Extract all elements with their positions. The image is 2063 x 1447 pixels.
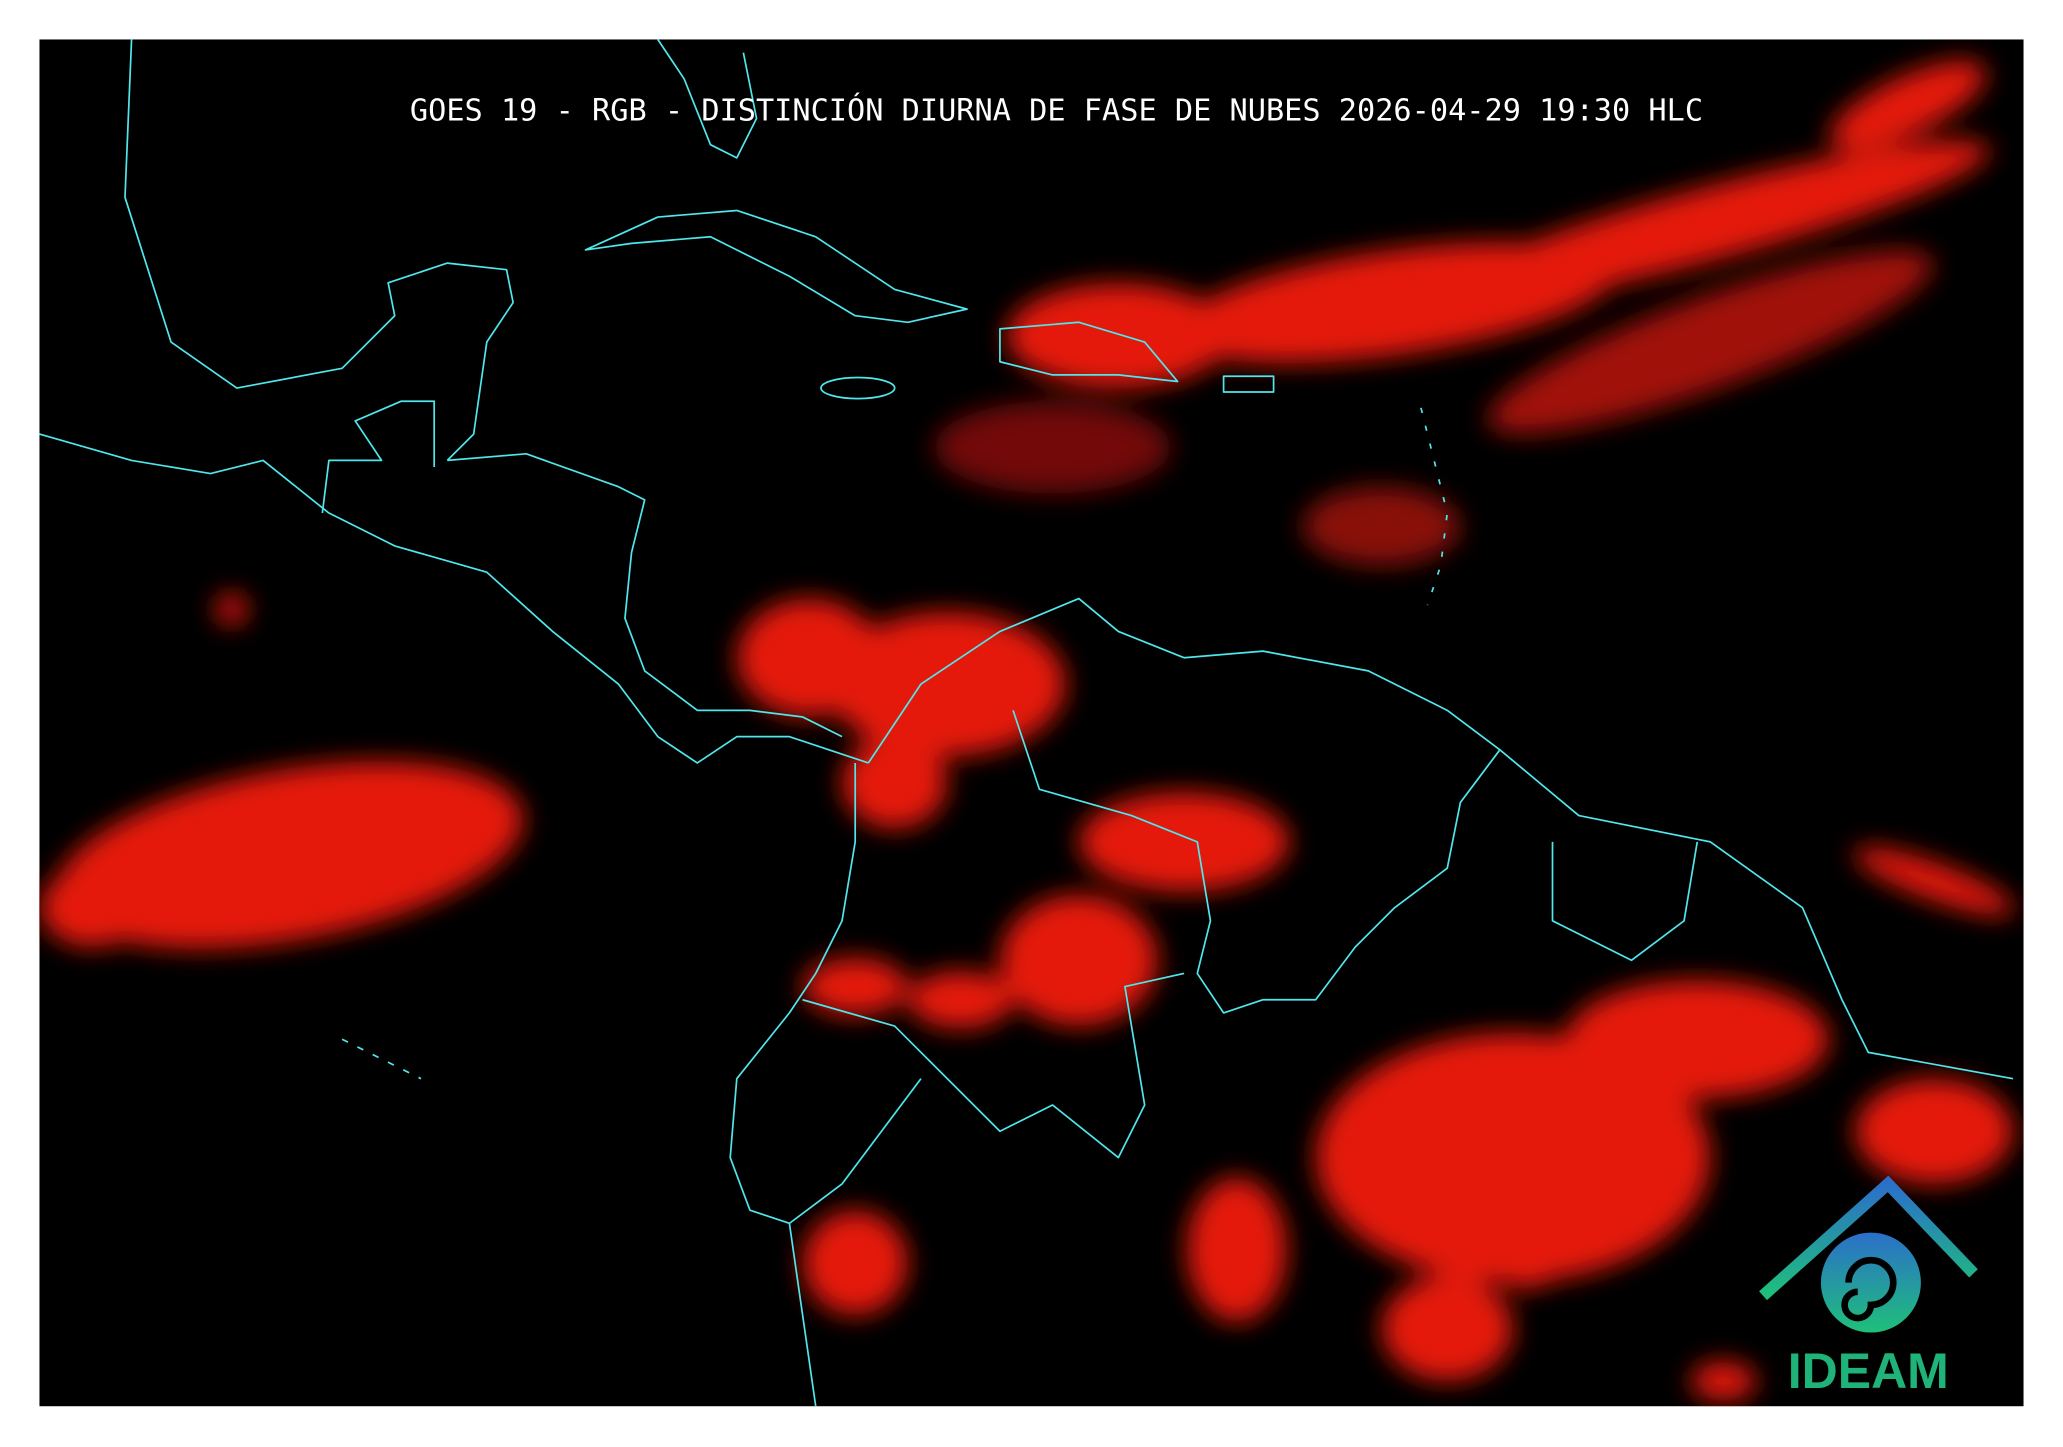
cloud (1829, 60, 1987, 150)
cloud (1078, 791, 1290, 892)
cloud (802, 1210, 908, 1316)
cloud (1565, 980, 1829, 1099)
border (1551, 841, 1699, 962)
map (39, 39, 2015, 1407)
coastline (867, 597, 2014, 1080)
coastline (124, 39, 514, 462)
clouds (39, 60, 2015, 1401)
image-title: GOES 19 - RGB - DISTINCIÓN DIURNA DE FAS… (410, 91, 1703, 128)
logo-text: IDEAM (1788, 1343, 1949, 1399)
cloud (1853, 847, 2015, 916)
cloud (1006, 282, 1231, 389)
galapagos (341, 1038, 422, 1080)
cloud (802, 957, 908, 1016)
border (321, 400, 436, 514)
florida (657, 39, 758, 159)
cloud (1186, 1177, 1287, 1323)
cloud (907, 970, 1014, 1029)
coastline (729, 762, 857, 1407)
coastline (39, 433, 869, 764)
logo-roof (1759, 1175, 1978, 1301)
cloud (1487, 250, 1934, 434)
cuba (584, 209, 968, 324)
cloud (1315, 1032, 1711, 1283)
cloud (1381, 1275, 1514, 1382)
jamaica (820, 376, 896, 400)
puerto-rico (1222, 375, 1275, 393)
cloud (1173, 241, 1617, 364)
cloud (1302, 486, 1461, 566)
coastline (447, 452, 843, 738)
cloud (934, 401, 1171, 494)
border (1012, 710, 1501, 1014)
cloud (215, 593, 248, 625)
hispaniola (999, 321, 1179, 383)
cloud (39, 868, 145, 948)
border (802, 972, 1185, 1159)
cloud (1855, 1078, 2014, 1184)
logo-swirl (1820, 1232, 1921, 1333)
cloud (1690, 1361, 1757, 1401)
cloud (828, 611, 1066, 757)
border (788, 1078, 922, 1225)
cloud (1493, 1236, 1560, 1290)
cloud (55, 761, 524, 949)
cloud (842, 736, 948, 829)
coastlines (39, 39, 2014, 1407)
logo-swirl-line (1841, 1256, 1897, 1322)
cloud (999, 894, 1158, 1027)
ideam-logo: IDEAM (1759, 1175, 1978, 1399)
